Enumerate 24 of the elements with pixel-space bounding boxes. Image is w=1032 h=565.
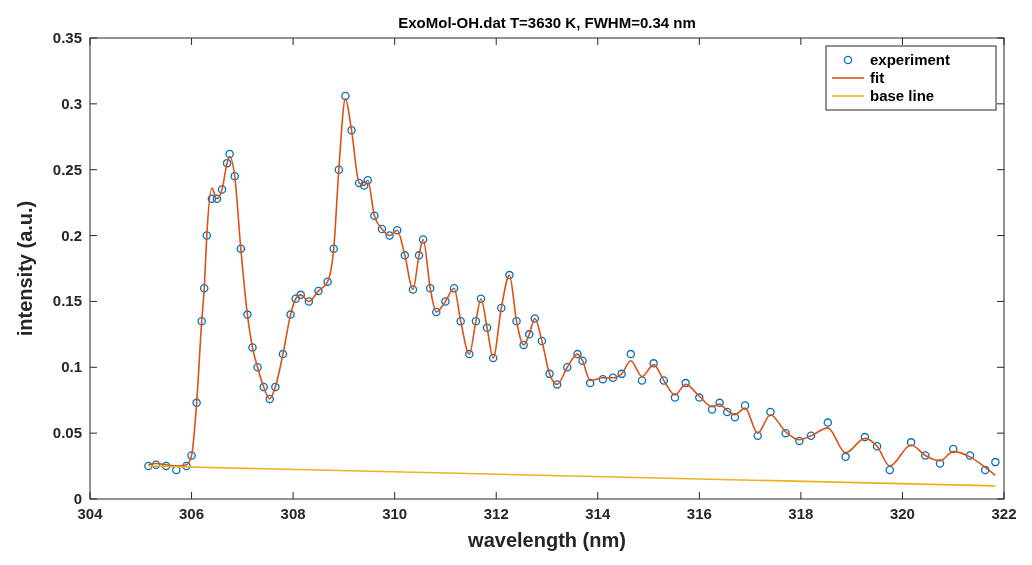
x-tick-label: 322 [991,505,1017,522]
y-tick-label: 0.1 [61,358,82,376]
legend-label: base line [870,87,935,104]
y-tick-label: 0.35 [52,29,82,46]
x-axis-title: wavelength (nm) [467,529,626,551]
y-tick-label: 0 [73,490,82,507]
legend-label: fit [870,69,885,86]
y-tick-label: 0.25 [52,160,82,178]
y-tick-label: 0.3 [61,94,82,112]
x-tick-label: 304 [77,505,104,522]
y-axis-title: intensity (a.u.) [14,200,36,337]
x-tick-label: 320 [889,505,915,522]
x-tick-label: 308 [280,505,306,522]
y-tick-label: 0.15 [52,292,82,310]
y-tick-label: 0.05 [52,424,82,442]
x-tick-label: 306 [179,505,205,522]
x-tick-label: 314 [585,505,611,522]
x-tick-label: 310 [382,505,408,522]
y-tick-label: 0.2 [61,226,82,244]
x-tick-label: 316 [686,505,712,522]
x-tick-label: 318 [788,505,814,522]
chart-title: ExoMol-OH.dat T=3630 K, FWHM=0.34 nm [398,14,696,31]
x-tick-label: 312 [483,505,509,522]
legend-label: experiment [870,51,951,68]
